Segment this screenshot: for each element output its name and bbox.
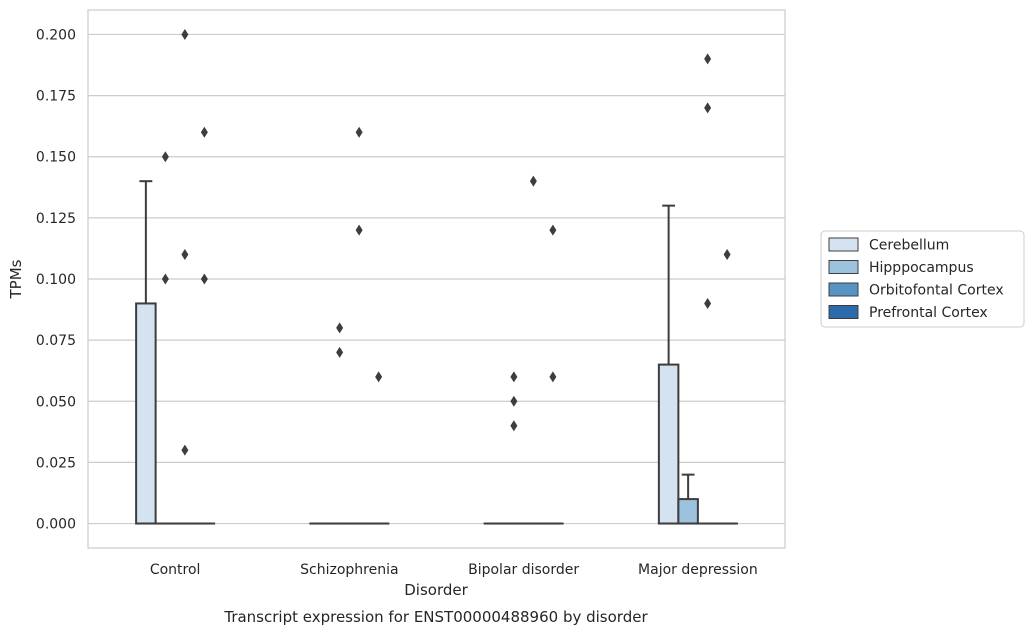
chart-title: Transcript expression for ENST0000048896… [223, 608, 648, 626]
y-tick-label: 0.025 [36, 455, 76, 471]
outlier-point [510, 420, 518, 432]
legend-label: Prefrontal Cortex [869, 305, 988, 321]
plot-area-frame [87, 9, 786, 549]
legend-swatch [828, 237, 859, 252]
y-tick-label: 0.075 [36, 333, 76, 349]
legend: Cerebellum Hipppocampus Orbitofontal Corte… [820, 230, 1025, 328]
outlier-point [355, 126, 363, 138]
legend-swatch [828, 282, 859, 297]
x-tick-label: Major depression [638, 562, 758, 578]
y-tick-label: 0.200 [36, 27, 76, 43]
outlier-point [336, 322, 344, 334]
outlier-point [375, 371, 383, 383]
y-axis-label: TPMs [7, 259, 25, 299]
outlier-point [510, 371, 518, 383]
legend-swatch [828, 305, 859, 319]
outlier-point [704, 297, 712, 309]
legend-swatch [828, 260, 859, 274]
legend-item: Orbitofontal Cortex [828, 282, 1004, 299]
y-tick-labels: 0.000 0.025 0.050 0.075 0.100 0.125 0.150 0.175… [36, 27, 76, 532]
boxes [135, 180, 738, 525]
box [135, 180, 157, 525]
outlier-point [549, 371, 557, 383]
y-tick-label: 0.100 [36, 272, 76, 288]
legend-item: Prefrontal Cortex [828, 305, 988, 321]
grid-lines [88, 33, 785, 525]
x-tick-label: Control [150, 562, 201, 578]
y-tick-label: 0.150 [36, 150, 76, 166]
box-body [677, 498, 699, 525]
x-tick-label: Schizophrenia [300, 562, 398, 578]
box [677, 473, 699, 525]
outlier-point [336, 346, 344, 358]
outlier-point [529, 175, 537, 187]
y-tick-label: 0.000 [36, 517, 76, 533]
x-tick-labels: Control Schizophrenia Bipolar disorder Majo… [150, 562, 758, 578]
box-body [657, 363, 680, 525]
outlier-point [549, 224, 557, 236]
outlier-point [355, 224, 363, 236]
outlier-point [181, 28, 189, 40]
outlier-point [704, 102, 712, 114]
x-tick-label: Bipolar disorder [468, 562, 579, 578]
legend-item: Cerebellum [828, 237, 949, 254]
box [657, 204, 680, 525]
outlier-point [510, 395, 518, 407]
box-body [135, 302, 157, 525]
outlier-point [161, 273, 169, 285]
outlier-point [161, 151, 169, 163]
legend-label: Orbitofontal Cortex [869, 283, 1004, 299]
y-tick-label: 0.175 [36, 89, 76, 105]
legend-item: Hipppocampus [828, 260, 974, 276]
outlier-point [704, 53, 712, 65]
outlier-point [723, 249, 731, 261]
y-tick-label: 0.125 [36, 211, 76, 227]
outlier-point [181, 444, 189, 456]
legend-label: Cerebellum [869, 238, 949, 254]
outlier-point [200, 273, 208, 285]
outlier-points [161, 28, 731, 456]
x-axis-label: Disorder [404, 581, 468, 599]
outlier-point [200, 126, 208, 138]
legend-frame [820, 230, 1025, 328]
y-tick-label: 0.050 [36, 394, 76, 410]
legend-label: Hipppocampus [869, 260, 974, 276]
outlier-point [181, 249, 189, 261]
